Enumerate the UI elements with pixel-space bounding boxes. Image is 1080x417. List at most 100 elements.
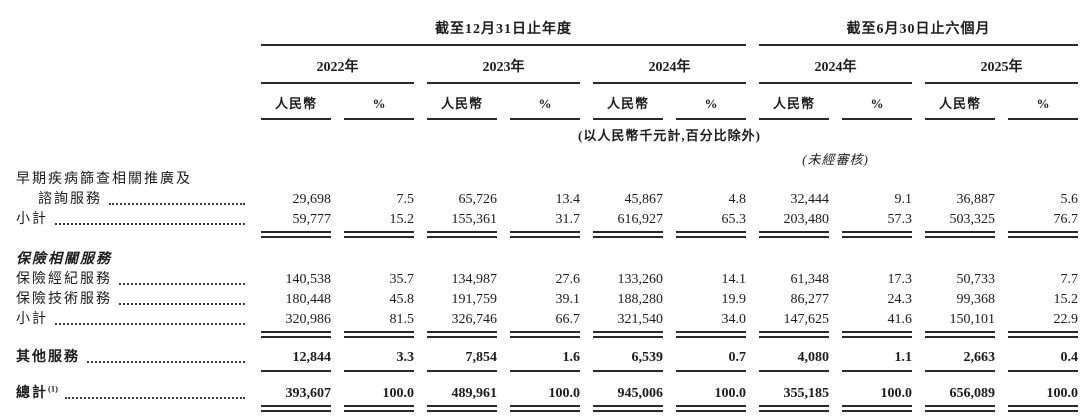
col-header-pct: % — [870, 96, 884, 111]
unit-note-row: (以人民幣千元計,百分比除外) — [16, 124, 1078, 144]
spacer-cell — [16, 38, 248, 50]
double-rule — [842, 405, 912, 412]
data-cell: 616,927 — [617, 212, 664, 227]
col-header-rmb: 人民幣 — [606, 96, 649, 111]
data-cell: 29,698 — [292, 192, 332, 207]
subcol-rule-row — [16, 112, 1078, 124]
year-rule-row — [16, 76, 1078, 88]
revenue-breakdown-table: 截至12月31日止年度 截至6月30日止六個月 2022年 2023年 2024… — [16, 8, 1078, 416]
row-label-insurance-section: 保險相關服務 — [16, 252, 112, 267]
single-rule — [676, 370, 746, 372]
dot-leader — [119, 303, 245, 305]
col-header-pct: % — [372, 96, 386, 111]
double-rule — [427, 231, 497, 238]
year-header-2024: 2024年 — [648, 60, 691, 75]
data-cell: 15.2 — [1053, 292, 1079, 307]
row-label-subtotal2: 小計 — [16, 308, 248, 328]
data-cell: 41.6 — [887, 312, 913, 327]
double-rule — [510, 231, 580, 238]
data-cell: 147,625 — [783, 312, 830, 327]
double-rule — [344, 405, 414, 412]
double-rule — [842, 331, 912, 338]
data-cell: 150,101 — [949, 312, 996, 327]
double-rule — [1008, 405, 1078, 412]
data-cell: 22.9 — [1053, 312, 1079, 327]
data-cell: 81.5 — [389, 312, 415, 327]
data-cell: 355,185 — [783, 386, 830, 401]
double-rule — [1008, 331, 1078, 338]
data-cell: 32,444 — [790, 192, 830, 207]
unit-note: (以人民幣千元計,百分比除外) — [578, 128, 761, 143]
row-label-other: 其他服務 — [16, 346, 248, 366]
data-cell: 134,987 — [451, 272, 498, 287]
data-cell: 36,887 — [956, 192, 996, 207]
annual-section-rule — [261, 44, 746, 46]
section-header-interim: 截至6月30日止六個月 — [846, 22, 991, 37]
year-rule — [925, 82, 1078, 84]
data-cell: 45.8 — [389, 292, 415, 307]
double-rule — [510, 331, 580, 338]
data-cell: 7,854 — [465, 350, 498, 365]
data-cell: 31.7 — [555, 212, 581, 227]
spacer-cell — [912, 144, 1078, 168]
data-cell: 35.7 — [389, 272, 415, 287]
data-cell: 945,006 — [617, 386, 664, 401]
data-cell: 489,961 — [451, 386, 498, 401]
dot-leader — [109, 203, 245, 205]
dot-leader — [119, 283, 245, 285]
data-cell: 57.3 — [887, 212, 913, 227]
data-cell: 180,448 — [285, 292, 332, 307]
double-rule — [261, 331, 331, 338]
single-rule — [759, 370, 829, 372]
col-rule — [427, 118, 497, 120]
data-cell: 45,867 — [624, 192, 664, 207]
data-cell: 76.7 — [1053, 212, 1079, 227]
total-rule-row — [16, 402, 1078, 416]
unaudited-note: (未經審核) — [802, 152, 869, 167]
data-cell: 326,746 — [451, 312, 498, 327]
single-rule — [261, 370, 331, 372]
data-cell: 0.7 — [728, 350, 747, 365]
data-cell: 321,540 — [617, 312, 664, 327]
spacer-cell — [16, 124, 248, 144]
year-header-2022: 2022年 — [316, 60, 359, 75]
other-rule-row — [16, 366, 1078, 378]
col-rule — [842, 118, 912, 120]
section-rule-row — [16, 38, 1078, 50]
spacer-cell — [248, 144, 746, 168]
spacer-cell — [16, 50, 248, 76]
col-header-pct: % — [538, 96, 552, 111]
row-label-screening: 諮詢服務 — [16, 188, 248, 208]
spacer-cell — [16, 228, 248, 242]
double-rule — [593, 331, 663, 338]
year-header-2024-interim: 2024年 — [814, 60, 857, 75]
single-rule — [510, 370, 580, 372]
double-rule — [344, 231, 414, 238]
double-rule — [925, 231, 995, 238]
footnote-marker: (1) — [48, 383, 58, 394]
data-cell: 39.1 — [555, 292, 581, 307]
col-rule — [925, 118, 995, 120]
data-cell: 66.7 — [555, 312, 581, 327]
data-cell: 100.0 — [382, 386, 415, 401]
year-rule — [261, 82, 414, 84]
data-cell: 6,539 — [631, 350, 664, 365]
row-screening-line1: 早期疾病篩查相關推廣及 — [16, 168, 1078, 188]
unaudited-row: (未經審核) — [16, 144, 1078, 168]
col-header-rmb: 人民幣 — [772, 96, 815, 111]
data-cell: 191,759 — [451, 292, 498, 307]
data-cell: 86,277 — [790, 292, 830, 307]
row-insurance-section: 保險相關服務 — [16, 242, 1078, 268]
subcol-header-row: 人民幣 % 人民幣 % 人民幣 % 人民幣 % 人民幣 % — [16, 88, 1078, 112]
row-total: 總計(1) 393,607 100.0 489,961 100.0 945,00… — [16, 378, 1078, 402]
data-cell: 9.1 — [894, 192, 913, 207]
data-cell: 3.3 — [396, 350, 415, 365]
row-label-brokerage: 保險經紀服務 — [16, 268, 248, 288]
double-rule — [925, 331, 995, 338]
data-cell: 65.3 — [721, 212, 747, 227]
row-label-total: 總計(1) — [16, 382, 248, 402]
data-cell: 2,663 — [963, 350, 996, 365]
double-rule — [593, 405, 663, 412]
spacer-cell — [16, 366, 248, 378]
